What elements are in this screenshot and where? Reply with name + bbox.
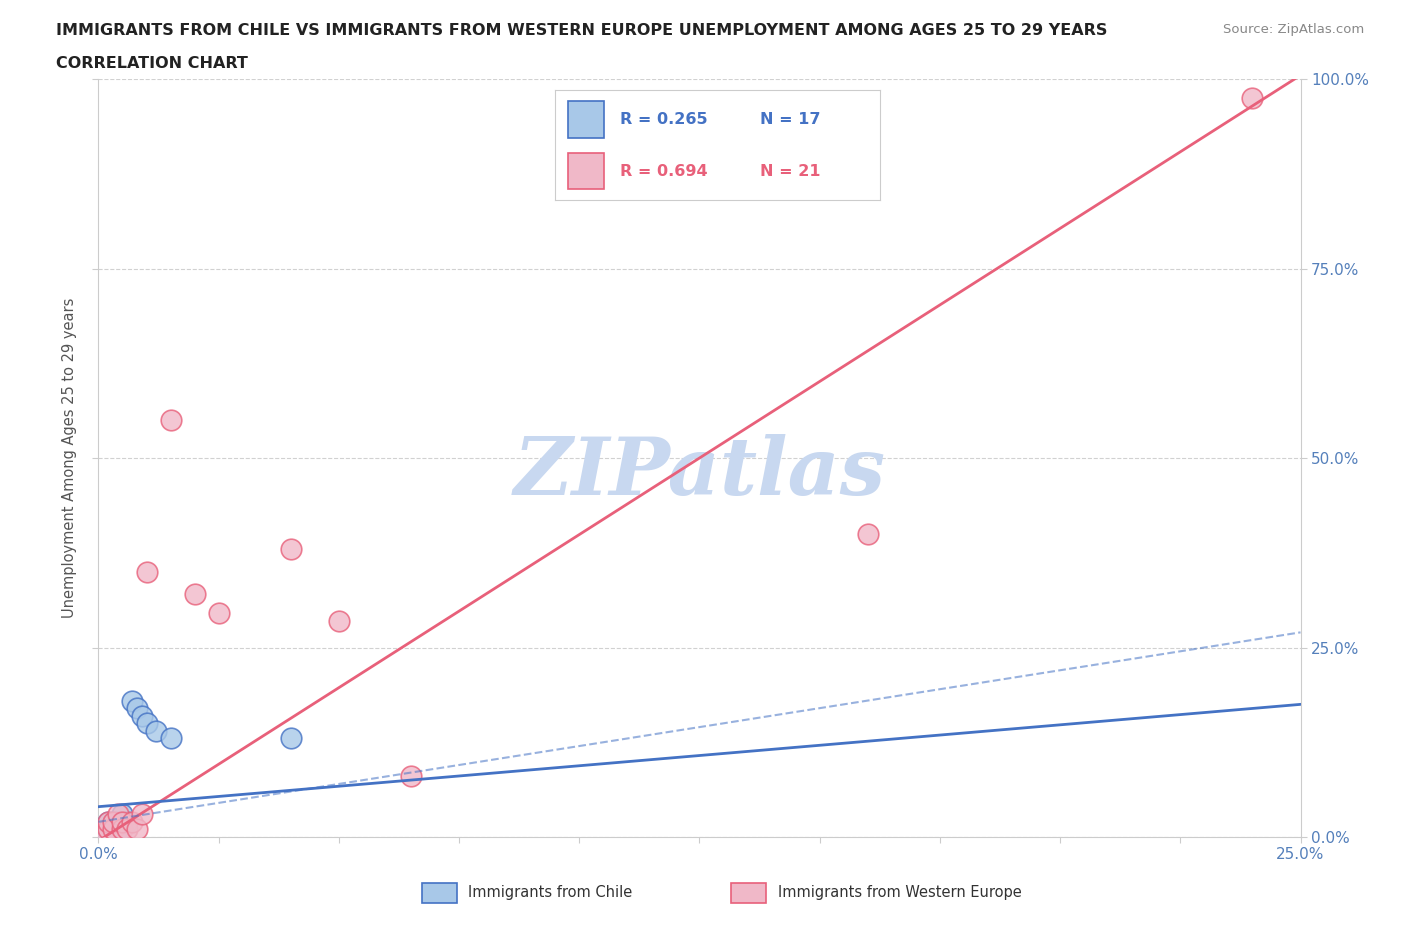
Point xyxy=(1241,90,1264,105)
Point xyxy=(91,826,114,841)
Text: CORRELATION CHART: CORRELATION CHART xyxy=(56,56,247,71)
Point xyxy=(107,815,129,830)
Point xyxy=(208,606,231,621)
Point xyxy=(328,614,350,629)
Point xyxy=(117,822,139,837)
Point xyxy=(91,826,114,841)
Point xyxy=(101,815,124,830)
Point xyxy=(135,565,157,579)
Point xyxy=(145,724,167,738)
Text: Source: ZipAtlas.com: Source: ZipAtlas.com xyxy=(1223,23,1364,36)
Point xyxy=(131,807,153,822)
Point xyxy=(107,807,129,822)
Point xyxy=(135,716,157,731)
Point xyxy=(111,822,134,837)
Point xyxy=(111,822,134,837)
Point xyxy=(117,815,139,830)
Text: Immigrants from Chile: Immigrants from Chile xyxy=(468,885,633,900)
Point xyxy=(97,822,120,837)
Y-axis label: Unemployment Among Ages 25 to 29 years: Unemployment Among Ages 25 to 29 years xyxy=(62,298,77,618)
Point xyxy=(97,822,120,837)
Point xyxy=(97,815,120,830)
Point xyxy=(121,815,143,830)
Point xyxy=(121,693,143,708)
Point xyxy=(280,731,302,746)
Text: Immigrants from Western Europe: Immigrants from Western Europe xyxy=(778,885,1021,900)
Point xyxy=(101,815,124,830)
Point xyxy=(399,769,422,784)
Text: IMMIGRANTS FROM CHILE VS IMMIGRANTS FROM WESTERN EUROPE UNEMPLOYMENT AMONG AGES : IMMIGRANTS FROM CHILE VS IMMIGRANTS FROM… xyxy=(56,23,1108,38)
Point xyxy=(856,526,879,541)
Point xyxy=(97,815,120,830)
Text: ZIPatlas: ZIPatlas xyxy=(513,434,886,512)
Point xyxy=(125,700,148,715)
Point xyxy=(101,822,124,837)
Point xyxy=(125,822,148,837)
Point xyxy=(101,822,124,837)
Point xyxy=(111,807,134,822)
Point xyxy=(131,709,153,724)
Point xyxy=(280,541,302,556)
Point xyxy=(111,815,134,830)
Point xyxy=(159,731,181,746)
Point xyxy=(183,587,205,602)
Point xyxy=(107,822,129,837)
Point xyxy=(159,413,181,428)
